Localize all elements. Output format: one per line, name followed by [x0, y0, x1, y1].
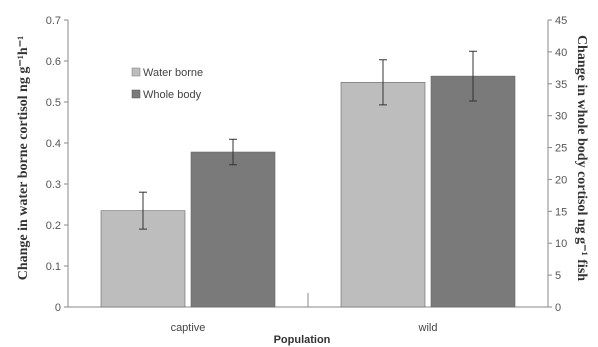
x-tick-label-wild: wild — [418, 322, 438, 334]
y-right-tick-label: 0 — [555, 302, 561, 314]
y-left-tick-label: 0.4 — [46, 138, 61, 150]
legend-swatch-whole-body — [131, 89, 141, 99]
ticks-layer: 0 0.1 0.2 0.3 0.4 0.5 0.6 0.7 0 5 10 15 20 25 30 35 40 45 — [46, 15, 568, 314]
y-right-tick-label: 20 — [555, 174, 567, 186]
y-left-tick-label: 0 — [55, 302, 61, 314]
y-right-tick-label: 25 — [555, 143, 567, 155]
y-right-tick-label: 35 — [555, 79, 567, 91]
y-axis-left-label: Change in water borne cortisol ng g⁻¹h⁻¹ — [16, 36, 31, 281]
bars-layer — [100, 75, 516, 308]
y-right-tick-label: 10 — [555, 238, 567, 250]
y-right-tick-label: 15 — [555, 206, 567, 218]
y-left-tick-label: 0.6 — [46, 56, 61, 68]
y-left-tick-label: 0.2 — [46, 220, 61, 232]
x-tick-label-captive: captive — [171, 322, 206, 334]
legend-label-water-borne: Water borne — [143, 67, 203, 79]
y-right-tick-label: 40 — [555, 47, 567, 59]
bar-whole-body-captive — [190, 151, 276, 308]
y-right-tick-label: 5 — [555, 270, 561, 282]
legend: Water borne Whole body — [131, 67, 203, 101]
legend-swatch-water-borne — [131, 67, 141, 77]
y-right-tick-label: 45 — [555, 15, 567, 27]
y-left-tick-label: 0.3 — [46, 179, 61, 191]
legend-label-whole-body: Whole body — [143, 89, 202, 101]
bar-water-borne-wild — [340, 82, 426, 308]
y-left-tick-label: 0.1 — [46, 261, 61, 273]
error-bars-layer — [139, 50, 477, 230]
y-left-tick-label: 0.7 — [46, 15, 61, 27]
x-axis-label: Population — [274, 334, 331, 346]
y-right-tick-label: 30 — [555, 111, 567, 123]
y-left-tick-label: 0.5 — [46, 97, 61, 109]
bar-whole-body-wild — [430, 75, 516, 308]
y-axis-right-label: Change in whole body cortisol ng g⁻¹ fis… — [574, 35, 589, 281]
